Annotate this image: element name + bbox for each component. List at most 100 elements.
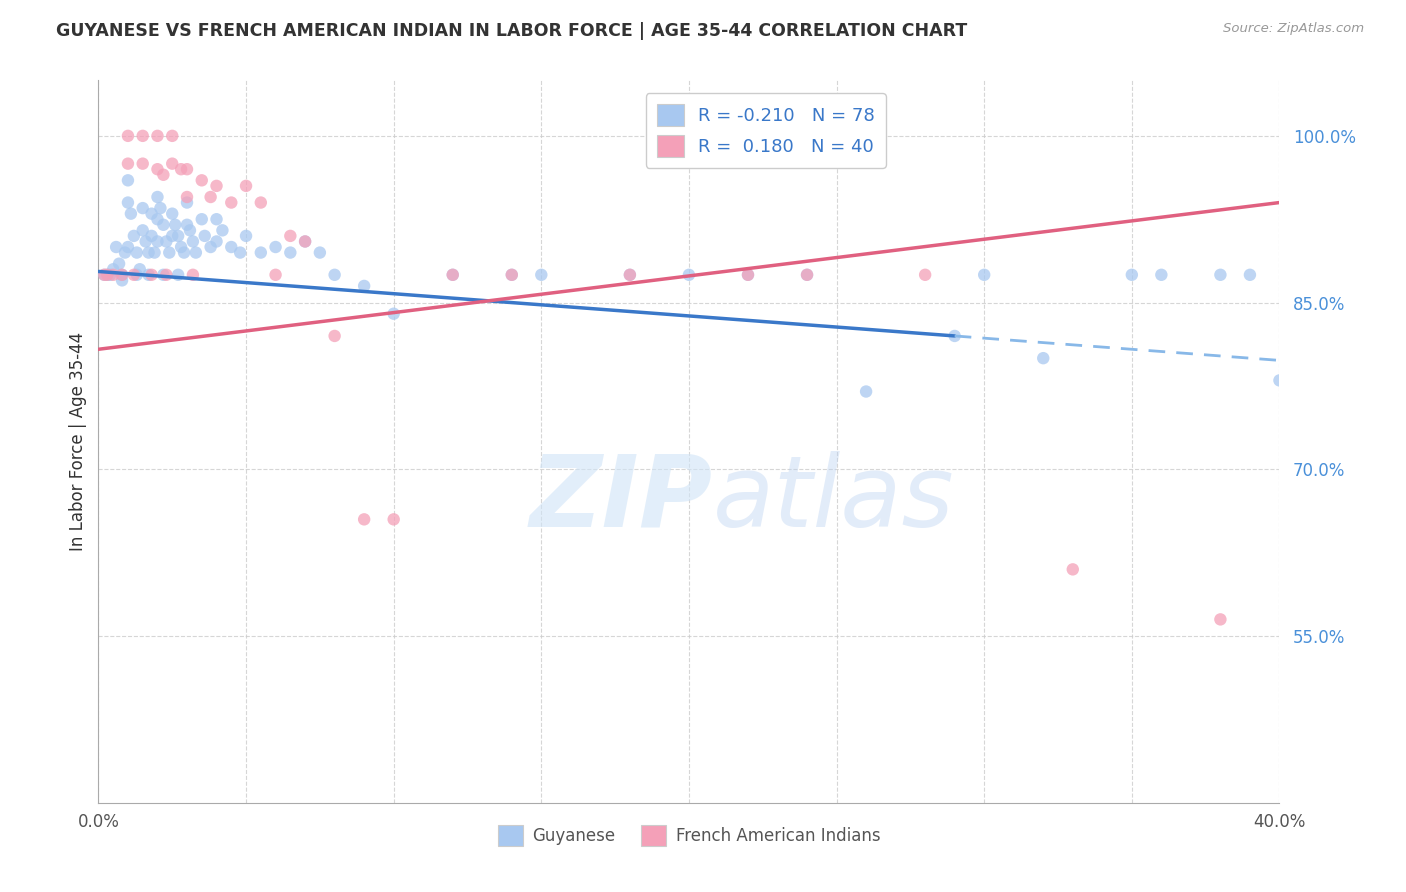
- Point: [191, 173, 214, 187]
- Point: [132, 201, 155, 215]
- Point: [200, 190, 222, 204]
- Point: [155, 268, 177, 282]
- Point: [382, 307, 405, 321]
- Point: [181, 235, 204, 249]
- Point: [796, 268, 818, 282]
- Point: [176, 195, 198, 210]
- Point: [1150, 268, 1173, 282]
- Point: [250, 245, 273, 260]
- Point: [96, 268, 118, 282]
- Point: [184, 245, 207, 260]
- Point: [796, 268, 818, 282]
- Point: [117, 156, 139, 170]
- Point: [141, 268, 163, 282]
- Point: [111, 268, 134, 282]
- Text: atlas: atlas: [713, 450, 955, 548]
- Point: [176, 190, 198, 204]
- Point: [122, 268, 145, 282]
- Point: [441, 268, 464, 282]
- Point: [152, 218, 174, 232]
- Point: [973, 268, 995, 282]
- Point: [191, 212, 214, 227]
- Point: [103, 262, 125, 277]
- Point: [501, 268, 523, 282]
- Point: [264, 240, 287, 254]
- Point: [103, 268, 125, 282]
- Point: [176, 218, 198, 232]
- Point: [146, 128, 169, 143]
- Point: [501, 268, 523, 282]
- Point: [1121, 268, 1143, 282]
- Point: [173, 245, 195, 260]
- Point: [128, 262, 150, 277]
- Point: [162, 228, 183, 243]
- Point: [146, 190, 169, 204]
- Point: [162, 156, 183, 170]
- Point: [200, 240, 222, 254]
- Point: [108, 257, 131, 271]
- Point: [678, 268, 700, 282]
- Point: [98, 268, 121, 282]
- Point: [132, 128, 155, 143]
- Point: [382, 512, 405, 526]
- Point: [111, 268, 134, 282]
- Point: [235, 178, 257, 193]
- Point: [96, 268, 118, 282]
- Point: [1209, 268, 1232, 282]
- Point: [205, 178, 228, 193]
- Point: [114, 245, 136, 260]
- Point: [149, 201, 172, 215]
- Point: [323, 268, 346, 282]
- Point: [141, 228, 163, 243]
- Point: [152, 168, 174, 182]
- Legend: Guyanese, French American Indians: Guyanese, French American Indians: [491, 819, 887, 852]
- Point: [353, 279, 375, 293]
- Point: [1032, 351, 1054, 366]
- Point: [181, 268, 204, 282]
- Point: [264, 268, 287, 282]
- Point: [211, 223, 233, 237]
- Point: [737, 268, 759, 282]
- Point: [294, 235, 316, 249]
- Point: [229, 245, 252, 260]
- Point: [157, 245, 180, 260]
- Point: [176, 162, 198, 177]
- Point: [1239, 268, 1261, 282]
- Point: [235, 228, 257, 243]
- Point: [152, 268, 174, 282]
- Point: [1062, 562, 1084, 576]
- Point: [309, 245, 332, 260]
- Point: [619, 268, 641, 282]
- Point: [280, 245, 302, 260]
- Point: [170, 240, 193, 254]
- Point: [855, 384, 877, 399]
- Point: [250, 195, 273, 210]
- Point: [93, 268, 115, 282]
- Point: [167, 228, 190, 243]
- Point: [143, 245, 166, 260]
- Point: [441, 268, 464, 282]
- Point: [165, 218, 187, 232]
- Point: [353, 512, 375, 526]
- Point: [117, 173, 139, 187]
- Point: [162, 128, 183, 143]
- Point: [162, 207, 183, 221]
- Point: [117, 195, 139, 210]
- Point: [294, 235, 316, 249]
- Point: [120, 207, 142, 221]
- Text: Source: ZipAtlas.com: Source: ZipAtlas.com: [1223, 22, 1364, 36]
- Text: GUYANESE VS FRENCH AMERICAN INDIAN IN LABOR FORCE | AGE 35-44 CORRELATION CHART: GUYANESE VS FRENCH AMERICAN INDIAN IN LA…: [56, 22, 967, 40]
- Point: [135, 235, 157, 249]
- Point: [141, 207, 163, 221]
- Point: [221, 240, 243, 254]
- Point: [146, 235, 169, 249]
- Point: [122, 228, 145, 243]
- Point: [1268, 373, 1291, 387]
- Point: [105, 240, 128, 254]
- Point: [914, 268, 936, 282]
- Point: [125, 268, 148, 282]
- Point: [280, 228, 302, 243]
- Point: [146, 212, 169, 227]
- Point: [138, 268, 160, 282]
- Point: [170, 162, 193, 177]
